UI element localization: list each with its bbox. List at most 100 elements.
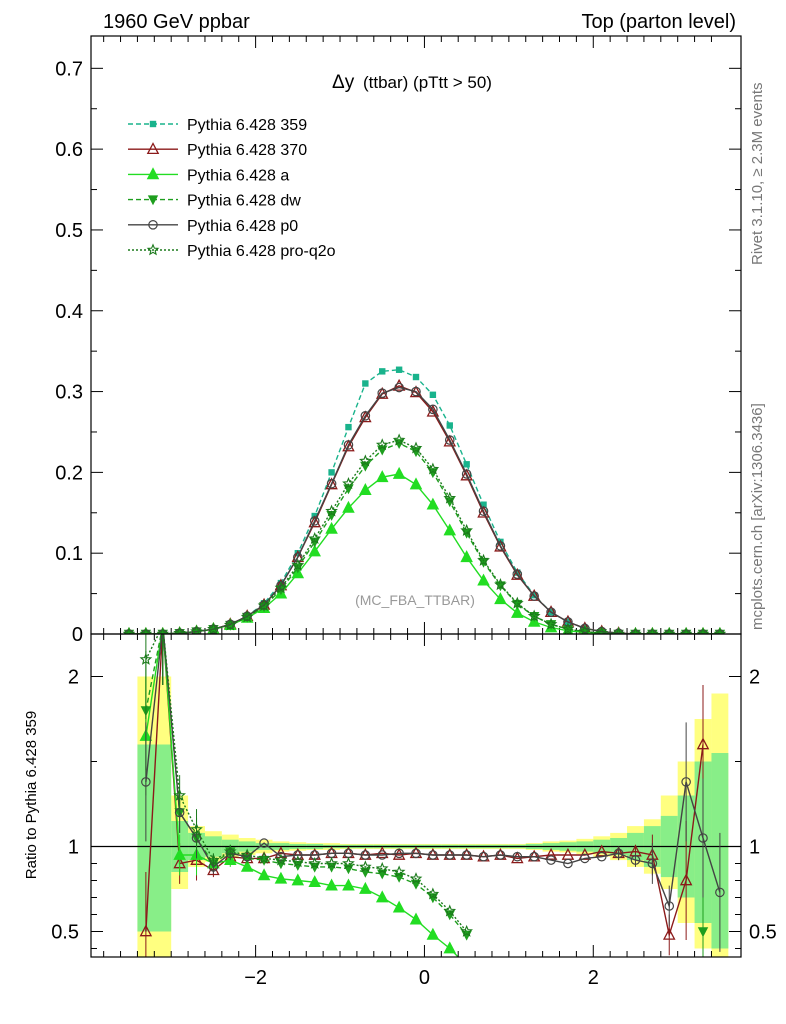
ratio-point-s0 — [511, 851, 524, 864]
ratio-point-s3 — [259, 838, 269, 848]
legend: Pythia 6.428 359 Pythia 6.428 370 Pythia 6… — [128, 117, 336, 260]
main-point-s5 — [291, 558, 305, 571]
legend-marker-1 — [146, 142, 160, 155]
ratio-point-s3 — [613, 848, 624, 859]
main-point-s1 — [392, 378, 406, 391]
main-point-s5 — [207, 622, 220, 634]
main-point-s4 — [495, 541, 506, 551]
ratio-point-s3 — [630, 855, 641, 865]
main-point-s2 — [409, 477, 423, 490]
ratio-point-s4 — [392, 865, 406, 878]
ratio-frame — [90, 633, 742, 958]
main-point-s1 — [494, 539, 507, 552]
ratio-series-line-4 — [145, 634, 468, 932]
ratio-point-s4 — [190, 822, 203, 835]
main-point-s1 — [511, 567, 524, 580]
ratio-ytick-label-right: 1 — [749, 837, 760, 859]
mcplots-label: mcplots.cern.ch [arXiv:1306.3436] — [749, 403, 766, 630]
main-point-s5 — [612, 627, 625, 634]
ratio-point-s3 — [461, 850, 472, 860]
plot-title: Δy (ttbar) (pTtt > 50) — [332, 72, 492, 93]
main-point-s1 — [477, 505, 490, 518]
rivet-label: Rivet 3.1.10, ≥ 2.3M events — [749, 83, 766, 266]
main-point-s2 — [325, 521, 338, 534]
main-point-s2 — [426, 497, 440, 510]
ratio-point-s3 — [444, 850, 455, 860]
ratio-point-s3 — [580, 853, 590, 864]
main-point-s5 — [629, 627, 642, 634]
ratio-point-s3 — [411, 848, 421, 859]
main-point-s0 — [412, 373, 420, 381]
ratio-point-s4 — [325, 856, 338, 869]
ratio-point-s0 — [679, 873, 693, 886]
main-point-s1 — [426, 404, 440, 417]
ratio-point-s4 — [342, 856, 355, 869]
ratio-point-s1 — [426, 927, 440, 940]
main-point-s5 — [443, 491, 457, 504]
main-point-s5 — [426, 462, 440, 475]
ratio-point-s3 — [428, 850, 438, 860]
main-point-s4 — [326, 478, 337, 489]
main-point-s2 — [342, 500, 355, 513]
ratio-point-s3 — [664, 901, 675, 911]
main-series-line-2 — [129, 473, 720, 634]
main-point-s0 — [328, 469, 335, 476]
ratio-point-s0 — [696, 737, 710, 750]
ratio-ylabel: Ratio to Pythia 6.428 359 — [23, 711, 40, 879]
ratio-point-s4 — [460, 924, 473, 937]
main-point-s1 — [308, 515, 321, 528]
ratio-point-s1 — [375, 890, 389, 903]
legend-entry-4: Pythia 6.428 p0 — [187, 218, 298, 235]
ratio-ytick-label-right: 2 — [749, 667, 760, 689]
ratio-ytick-label-right: 0.5 — [749, 922, 777, 944]
ratio-point-s0 — [375, 846, 389, 859]
legend-entry-2: Pythia 6.428 a — [187, 167, 289, 184]
main-ytick-label: 0.2 — [55, 462, 83, 484]
main-point-s4 — [360, 411, 371, 421]
main-point-s5 — [409, 441, 423, 454]
ratio-point-s0 — [662, 927, 676, 940]
ratio-point-s3 — [647, 858, 658, 869]
main-point-s2 — [511, 605, 524, 618]
main-point-s5 — [375, 438, 389, 451]
ratio-point-s3 — [715, 887, 725, 898]
main-point-s5 — [223, 618, 237, 631]
main-point-s5 — [460, 523, 473, 536]
main-point-s0 — [429, 391, 437, 398]
ratio-point-s4 — [223, 844, 237, 857]
main-point-s1 — [325, 477, 338, 490]
ratio-point-s4 — [207, 853, 220, 866]
legend-marker-3 — [147, 195, 159, 206]
legend-marker-5 — [146, 243, 160, 256]
header-right: Top (parton level) — [581, 11, 736, 33]
main-point-s2 — [494, 592, 507, 605]
ratio-point-s0 — [578, 847, 592, 860]
main-ytick-label: 0.6 — [55, 139, 83, 161]
main-point-s4 — [580, 623, 590, 634]
main-point-s4 — [478, 506, 489, 516]
ratio-point-s4 — [257, 851, 271, 864]
main-point-s5 — [342, 477, 355, 490]
ratio-point-s4 — [426, 887, 440, 900]
ratio-ytick-label-left: 2 — [68, 667, 79, 689]
ratio-point-s4 — [443, 904, 457, 917]
ratio-point-s4 — [291, 855, 305, 868]
ratio-series-line-0 — [145, 634, 704, 938]
ratio-point-s3 — [698, 833, 708, 843]
ratio-point-s2 — [461, 930, 472, 941]
legend-marker-0 — [149, 120, 157, 128]
main-point-s2 — [460, 550, 473, 563]
main-point-s5 — [477, 553, 490, 566]
main-point-s2 — [477, 573, 490, 586]
ratio-xtick-label: −2 — [244, 967, 267, 989]
main-point-s5 — [392, 433, 406, 446]
ratio-point-s1 — [325, 878, 338, 891]
main-point-s1 — [342, 439, 355, 452]
ratio-point-s4 — [359, 860, 372, 873]
main-point-s0 — [395, 366, 403, 373]
ratio-point-s1 — [173, 847, 186, 860]
ratio-point-s4 — [139, 652, 153, 665]
ratio-point-s3 — [141, 777, 151, 787]
main-point-s1 — [443, 434, 457, 447]
